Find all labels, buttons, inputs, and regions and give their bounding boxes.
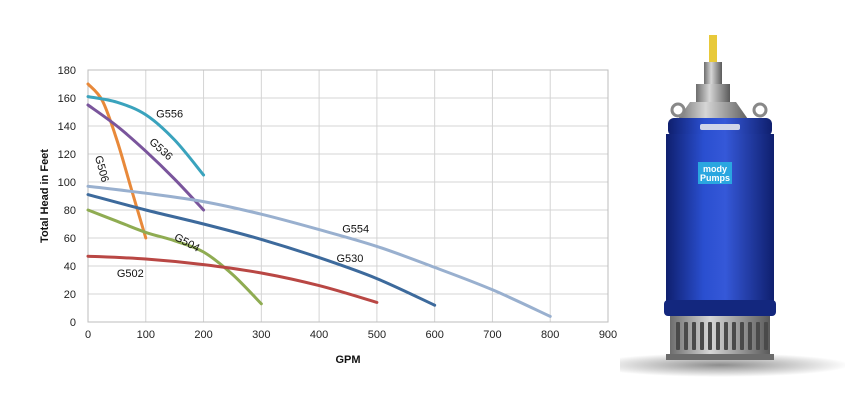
strainer-slot bbox=[700, 322, 704, 350]
label-g530: G530 bbox=[336, 253, 363, 265]
brand-logo: mody Pumps bbox=[698, 162, 732, 184]
pump-illustration: mody Pumps bbox=[620, 35, 845, 377]
curve-g506 bbox=[86, 82, 148, 240]
y-tick-label: 40 bbox=[64, 261, 76, 273]
strainer-slot bbox=[748, 322, 752, 350]
y-tick-label: 120 bbox=[58, 149, 76, 161]
x-tick-label: 700 bbox=[483, 329, 501, 341]
lifting-eye-right bbox=[752, 102, 768, 118]
y-tick-label: 100 bbox=[58, 177, 76, 189]
x-tick-label: 900 bbox=[599, 329, 617, 341]
strainer-slot bbox=[684, 322, 688, 350]
cable-gland bbox=[704, 62, 722, 86]
x-tick-label: 0 bbox=[85, 329, 91, 341]
y-tick-label: 140 bbox=[58, 121, 76, 133]
logo-line1: mody bbox=[703, 164, 727, 174]
x-tick-label: 200 bbox=[194, 329, 212, 341]
strainer-slot bbox=[724, 322, 728, 350]
pump-bottom-ring bbox=[664, 300, 776, 316]
x-tick-label: 400 bbox=[310, 329, 328, 341]
label-g554: G554 bbox=[342, 223, 369, 235]
y-tick-label: 0 bbox=[70, 317, 76, 329]
label-g506: G506 bbox=[92, 154, 111, 183]
label-g502: G502 bbox=[117, 268, 144, 280]
curve-g554 bbox=[86, 184, 552, 318]
x-tick-label: 600 bbox=[425, 329, 443, 341]
top-housing bbox=[676, 102, 750, 122]
label-g556: G556 bbox=[156, 109, 183, 121]
curve-g504 bbox=[86, 208, 263, 306]
y-tick-label: 80 bbox=[64, 205, 76, 217]
pump-curve-chart: 0 100 200 300 400 500 600 700 800 900 0 20 40 60 80 10… bbox=[39, 65, 617, 366]
handle-bar bbox=[700, 124, 740, 130]
strainer-slot bbox=[756, 322, 760, 350]
x-tick-label: 100 bbox=[137, 329, 155, 341]
x-tick-label: 300 bbox=[252, 329, 270, 341]
strainer-slot bbox=[732, 322, 736, 350]
x-axis-ticks: 0 100 200 300 400 500 600 700 800 900 bbox=[85, 329, 617, 341]
curve-g530 bbox=[86, 193, 437, 307]
label-g504: G504 bbox=[172, 231, 201, 254]
y-tick-label: 60 bbox=[64, 233, 76, 245]
curve-g536 bbox=[86, 103, 206, 212]
strainer-slots bbox=[676, 322, 768, 350]
strainer-slot bbox=[676, 322, 680, 350]
strainer-base bbox=[666, 354, 774, 360]
x-tick-label: 800 bbox=[541, 329, 559, 341]
x-tick-label: 500 bbox=[368, 329, 386, 341]
logo-line2: Pumps bbox=[700, 173, 730, 183]
curve-g556 bbox=[86, 95, 206, 177]
pump-body bbox=[666, 134, 774, 306]
strainer-slot bbox=[692, 322, 696, 350]
label-g536: G536 bbox=[147, 136, 175, 163]
y-axis-ticks: 0 20 40 60 80 100 120 140 160 180 bbox=[58, 65, 76, 329]
y-tick-label: 180 bbox=[58, 65, 76, 77]
strainer-slot bbox=[740, 322, 744, 350]
y-tick-label: 160 bbox=[58, 93, 76, 105]
y-axis-label: Total Head in Feet bbox=[39, 149, 51, 243]
strainer-slot bbox=[708, 322, 712, 350]
strainer-slot bbox=[764, 322, 768, 350]
performance-curves bbox=[86, 82, 552, 318]
strainer-slot bbox=[716, 322, 720, 350]
motor-top-cap bbox=[696, 84, 730, 104]
lifting-eye-left bbox=[670, 102, 686, 118]
curve-g502 bbox=[86, 254, 379, 304]
x-axis-label: GPM bbox=[335, 354, 360, 366]
cable bbox=[709, 35, 717, 65]
y-tick-label: 20 bbox=[64, 289, 76, 301]
